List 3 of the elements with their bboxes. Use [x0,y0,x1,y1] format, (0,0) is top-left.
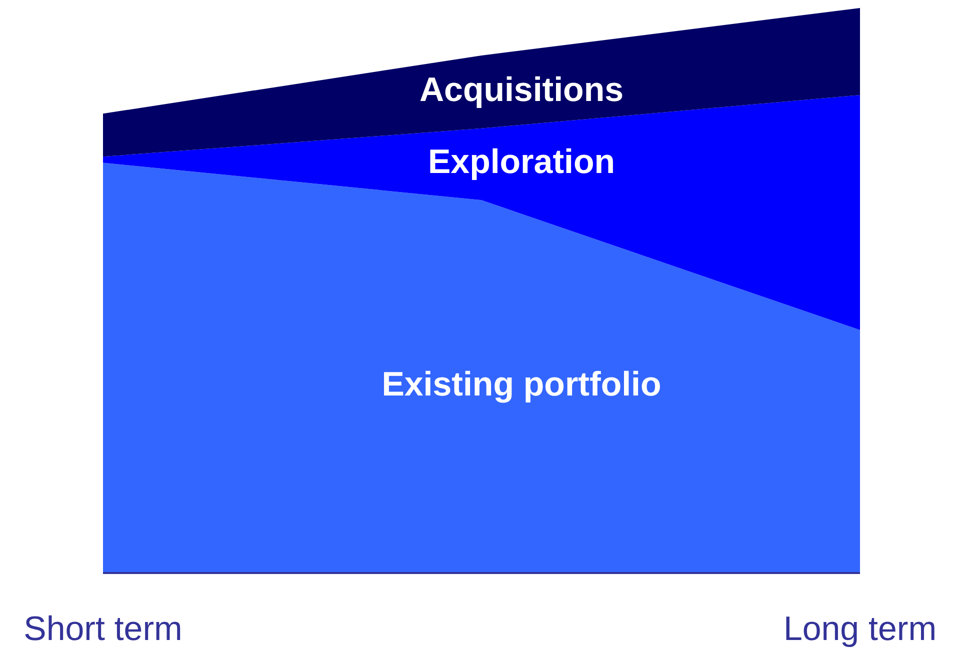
series-label: Acquisitions [419,70,624,109]
x-tick-label: Long term [783,610,937,648]
x-tick-label: Short term [24,610,182,648]
